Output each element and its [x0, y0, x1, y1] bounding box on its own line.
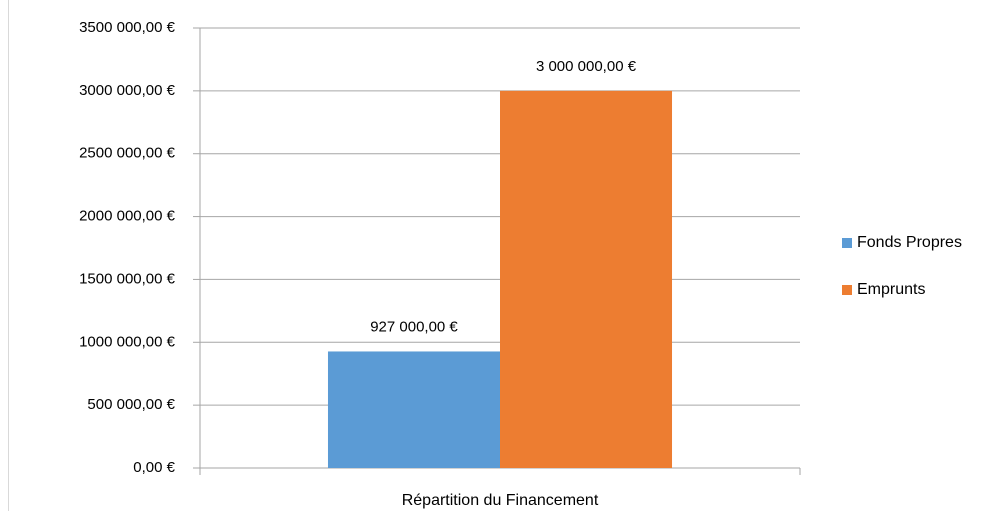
y-tick-label: 2500 000,00 € — [79, 145, 176, 162]
y-tick-label: 2000 000,00 € — [79, 208, 176, 225]
data-label: 927 000,00 € — [370, 318, 458, 335]
y-tick-label: 500 000,00 € — [87, 396, 175, 413]
x-tick-label: Répartition du Financement — [402, 492, 599, 509]
legend-swatch — [842, 285, 852, 295]
data-label: 3 000 000,00 € — [536, 58, 637, 75]
y-tick-label: 1000 000,00 € — [79, 333, 176, 350]
y-tick-label: 0,00 € — [133, 459, 175, 476]
y-tick-label: 3000 000,00 € — [79, 82, 176, 99]
y-tick-label: 3500 000,00 € — [79, 19, 176, 36]
y-tick-label: 1500 000,00 € — [79, 270, 176, 287]
bar — [500, 90, 673, 468]
legend-label: Fonds Propres — [857, 234, 962, 251]
bar — [327, 351, 500, 468]
legend-label: Emprunts — [857, 281, 925, 298]
legend-swatch — [842, 238, 852, 248]
